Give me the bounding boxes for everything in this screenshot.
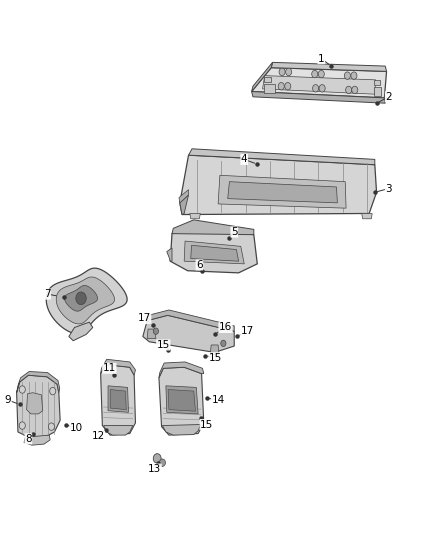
Circle shape <box>312 70 318 78</box>
Polygon shape <box>166 386 198 414</box>
Polygon shape <box>179 190 188 203</box>
Polygon shape <box>69 322 93 341</box>
Text: 12: 12 <box>92 431 105 441</box>
Polygon shape <box>190 214 200 219</box>
Circle shape <box>319 85 325 92</box>
Text: 9: 9 <box>5 395 11 405</box>
Polygon shape <box>167 248 172 261</box>
Polygon shape <box>101 359 135 375</box>
Polygon shape <box>362 214 372 219</box>
Circle shape <box>279 68 285 76</box>
Polygon shape <box>252 92 385 103</box>
Polygon shape <box>262 76 376 94</box>
Text: 15: 15 <box>209 353 222 362</box>
Text: 17: 17 <box>138 313 151 324</box>
Polygon shape <box>218 175 346 208</box>
Polygon shape <box>17 375 60 437</box>
Bar <box>374 80 380 85</box>
Polygon shape <box>56 277 115 324</box>
Text: 15: 15 <box>157 340 170 350</box>
Circle shape <box>286 68 292 76</box>
Circle shape <box>346 86 352 94</box>
Polygon shape <box>108 386 128 413</box>
Text: 5: 5 <box>231 227 237 237</box>
Text: 4: 4 <box>241 155 247 164</box>
Polygon shape <box>191 245 239 261</box>
Text: 3: 3 <box>385 183 392 193</box>
Circle shape <box>221 340 226 346</box>
Polygon shape <box>180 195 188 215</box>
Polygon shape <box>101 365 135 435</box>
Circle shape <box>278 83 284 90</box>
Polygon shape <box>170 225 257 273</box>
Text: 11: 11 <box>102 364 116 373</box>
Polygon shape <box>24 435 50 445</box>
Polygon shape <box>147 329 156 338</box>
Text: 17: 17 <box>240 326 254 336</box>
Circle shape <box>76 292 86 305</box>
Text: 1: 1 <box>318 54 325 63</box>
Polygon shape <box>64 286 98 311</box>
Text: 13: 13 <box>148 464 161 474</box>
Circle shape <box>153 454 161 463</box>
Polygon shape <box>17 372 60 393</box>
Text: 8: 8 <box>25 434 32 444</box>
Polygon shape <box>172 220 254 235</box>
Circle shape <box>19 422 25 429</box>
Text: 7: 7 <box>44 289 50 299</box>
Text: 16: 16 <box>219 322 232 333</box>
Circle shape <box>19 386 25 393</box>
Polygon shape <box>159 362 204 378</box>
Polygon shape <box>188 149 375 165</box>
Polygon shape <box>27 393 43 414</box>
Polygon shape <box>168 390 195 411</box>
Circle shape <box>351 72 357 79</box>
Circle shape <box>49 387 56 395</box>
Polygon shape <box>46 268 127 334</box>
Circle shape <box>313 85 319 92</box>
Circle shape <box>352 86 358 94</box>
Polygon shape <box>252 68 387 98</box>
Polygon shape <box>143 316 234 352</box>
Polygon shape <box>162 424 201 435</box>
Polygon shape <box>180 155 377 215</box>
Bar <box>264 77 271 82</box>
Text: 2: 2 <box>385 92 392 102</box>
Bar <box>374 87 381 96</box>
Polygon shape <box>110 390 126 410</box>
Text: 14: 14 <box>212 395 225 405</box>
Circle shape <box>318 70 324 78</box>
Polygon shape <box>184 241 244 264</box>
Polygon shape <box>252 62 272 92</box>
Polygon shape <box>104 425 133 435</box>
Circle shape <box>153 328 159 334</box>
Text: 10: 10 <box>70 423 83 433</box>
Polygon shape <box>159 367 204 435</box>
Text: 6: 6 <box>196 260 203 270</box>
Polygon shape <box>271 62 387 71</box>
Circle shape <box>344 72 350 79</box>
Polygon shape <box>210 345 219 354</box>
Polygon shape <box>228 182 337 203</box>
Polygon shape <box>147 310 234 331</box>
Bar <box>264 84 275 93</box>
Circle shape <box>48 423 54 430</box>
Text: 15: 15 <box>200 419 213 430</box>
Circle shape <box>159 459 166 466</box>
Circle shape <box>285 83 291 90</box>
